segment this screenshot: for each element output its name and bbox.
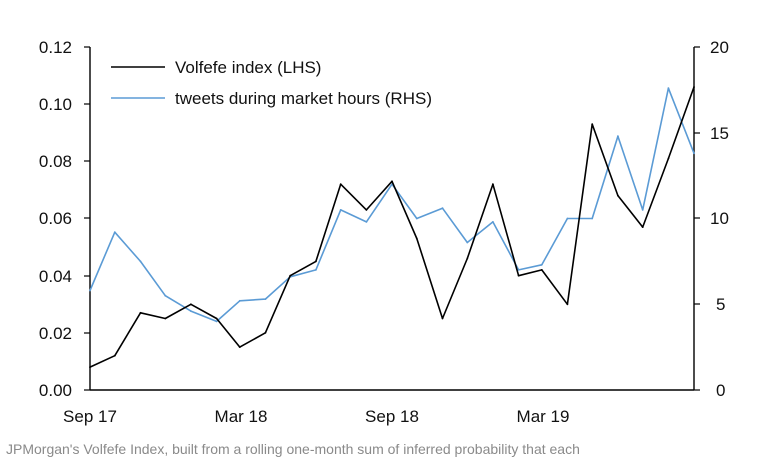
volfefe-data-point: [693, 86, 695, 88]
volfefe-data-point: [540, 269, 543, 271]
tweets-data-point: [617, 135, 619, 138]
volfefe-data-point: [365, 209, 368, 211]
left-tick-label: 0.08: [39, 152, 72, 171]
legend-label-volfefe: Volfefe index (LHS): [175, 58, 321, 77]
volfefe-data-point: [113, 354, 116, 357]
left-tick-label: 0.12: [39, 38, 72, 57]
legend-label-tweets: tweets during market hours (RHS): [175, 89, 432, 108]
volfefe-data-point: [466, 257, 469, 260]
left-tick-label: 0.02: [39, 324, 72, 343]
right-axis-ticks: 0 5 10 15 20: [694, 38, 729, 400]
tweets-data-point: [315, 269, 317, 271]
tweets-data-point: [566, 217, 569, 220]
tweets-data-point: [591, 217, 594, 220]
left-axis-ticks: 0.00 0.02 0.04 0.06 0.08 0.10 0.12: [39, 38, 90, 400]
volfefe-data-point: [315, 260, 317, 263]
tweets-data-point: [693, 152, 695, 155]
tweets-data-point: [339, 209, 342, 211]
series-line-volfefe-index: [89, 86, 695, 368]
volfefe-data-point: [164, 317, 167, 320]
tweets-data-point: [492, 221, 494, 223]
right-tick-label: 0: [716, 381, 725, 400]
volfefe-data-point: [190, 303, 192, 306]
volfefe-data-point: [89, 366, 91, 368]
x-axis-ticks: Sep 17 Mar 18 Sep 18 Mar 19: [63, 407, 569, 426]
volfefe-data-point: [339, 183, 342, 186]
tweets-data-point: [164, 294, 167, 297]
tweets-data-point: [641, 209, 644, 211]
volfefe-data-point: [139, 311, 142, 314]
tweets-data-point: [215, 320, 218, 323]
x-tick-label: Sep 17: [63, 407, 117, 426]
series-layer: [89, 86, 695, 368]
tweets-data-point: [667, 87, 670, 90]
tweets-data-point: [238, 299, 241, 302]
volfefe-data-point: [492, 183, 494, 186]
left-tick-label: 0.04: [39, 267, 72, 286]
left-tick-label: 0.06: [39, 209, 72, 228]
volfefe-data-point: [391, 180, 393, 183]
volfefe-chart: 0.00 0.02 0.04 0.06 0.08 0.10 0.12 0 5 1…: [39, 38, 729, 426]
tweets-data-point: [540, 263, 543, 266]
right-tick-label: 10: [710, 209, 729, 228]
chart-caption: JPMorgan's Volfefe Index, built from a r…: [6, 441, 580, 457]
tweets-data-point: [139, 260, 142, 263]
volfefe-data-point: [641, 226, 644, 229]
tweets-data-point: [466, 241, 469, 244]
legend: Volfefe index (LHS) tweets during market…: [111, 58, 432, 108]
volfefe-data-point: [441, 317, 444, 320]
tweets-data-point: [415, 217, 418, 220]
series-line-tweets: [89, 87, 695, 323]
volfefe-data-point: [667, 157, 670, 160]
tweets-data-point: [113, 231, 116, 234]
volfefe-data-point: [264, 331, 267, 334]
volfefe-data-point: [617, 194, 619, 197]
volfefe-data-point: [517, 274, 520, 277]
x-tick-label: Mar 19: [517, 407, 570, 426]
volfefe-data-point: [415, 237, 418, 240]
left-tick-label: 0.00: [39, 381, 72, 400]
volfefe-data-point: [289, 274, 292, 277]
volfefe-data-point: [591, 123, 594, 126]
tweets-data-point: [517, 269, 520, 271]
right-tick-label: 20: [710, 38, 729, 57]
tweets-data-point: [89, 289, 91, 292]
tweets-data-point: [441, 207, 444, 210]
tweets-data-point: [190, 310, 192, 312]
volfefe-data-point: [238, 346, 241, 348]
volfefe-data-point: [566, 303, 569, 306]
right-tick-label: 5: [716, 295, 725, 314]
volfefe-data-point: [215, 317, 218, 320]
right-tick-label: 15: [710, 124, 729, 143]
left-tick-label: 0.10: [39, 95, 72, 114]
tweets-data-point: [365, 221, 368, 223]
x-tick-label: Sep 18: [365, 407, 419, 426]
tweets-data-point: [264, 298, 267, 300]
x-tick-label: Mar 18: [215, 407, 268, 426]
